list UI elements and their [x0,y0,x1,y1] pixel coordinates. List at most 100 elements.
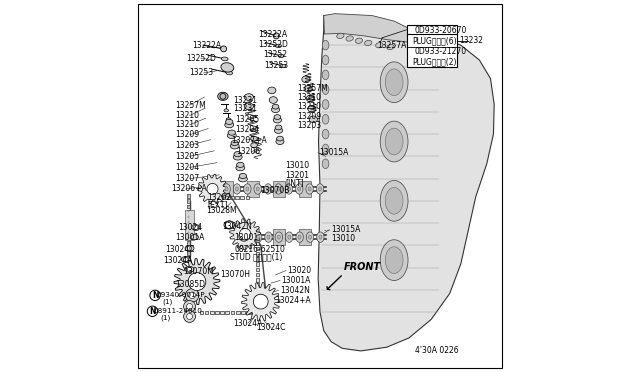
Ellipse shape [322,70,329,80]
Circle shape [184,311,195,323]
Ellipse shape [185,266,194,272]
Ellipse shape [267,235,270,239]
Ellipse shape [228,130,236,135]
Ellipse shape [181,256,190,262]
Text: 0D933-20670: 0D933-20670 [415,26,467,35]
Text: 13020: 13020 [287,266,312,275]
Circle shape [239,231,249,241]
Ellipse shape [244,94,253,100]
Bar [236,311,239,314]
Circle shape [188,267,192,272]
Circle shape [225,221,233,229]
Bar [188,242,189,243]
Ellipse shape [365,40,372,46]
Circle shape [184,257,188,262]
Polygon shape [230,219,260,250]
Text: 13206: 13206 [237,147,260,156]
Text: 13202: 13202 [207,193,231,202]
Ellipse shape [251,143,257,148]
Ellipse shape [288,235,291,239]
Ellipse shape [298,187,301,191]
Ellipse shape [246,187,249,191]
Text: 13209: 13209 [297,112,321,121]
Circle shape [188,273,206,291]
Bar [407,25,457,36]
Text: 13207+A: 13207+A [231,135,267,145]
Ellipse shape [322,159,329,169]
Ellipse shape [285,184,292,194]
Bar [300,229,311,245]
Text: 13210: 13210 [175,111,199,120]
Ellipse shape [230,143,239,149]
Ellipse shape [236,165,244,171]
Text: 13024A: 13024A [163,256,192,264]
Ellipse shape [233,184,241,194]
Ellipse shape [278,54,284,58]
Ellipse shape [273,117,282,123]
Text: 13207: 13207 [175,174,199,183]
Circle shape [189,292,195,299]
Ellipse shape [337,33,344,39]
Bar [255,294,259,297]
Ellipse shape [224,109,228,112]
Ellipse shape [185,245,194,251]
Bar [246,196,249,199]
Bar [187,220,190,224]
Ellipse shape [385,128,403,155]
Ellipse shape [308,106,316,112]
Bar [257,311,260,314]
Ellipse shape [265,232,272,242]
Text: 13085D: 13085D [175,280,205,289]
Ellipse shape [322,85,329,94]
Ellipse shape [316,184,324,194]
Ellipse shape [285,232,293,242]
Ellipse shape [385,247,403,273]
Ellipse shape [254,184,262,194]
Bar [255,273,259,276]
Bar [188,247,189,248]
Text: [INT]: [INT] [285,179,304,187]
Bar [187,231,190,234]
Text: 13024: 13024 [179,223,202,232]
Bar [248,229,259,245]
Bar [240,196,244,199]
Text: 13253: 13253 [189,68,214,77]
Text: 13204: 13204 [175,163,199,172]
Ellipse shape [322,100,329,109]
Bar [187,246,190,250]
Text: 13070M: 13070M [183,267,214,276]
Circle shape [187,314,193,320]
Ellipse shape [298,235,301,239]
Ellipse shape [385,69,403,96]
Text: 13205: 13205 [175,152,199,161]
Circle shape [186,289,199,302]
Bar [187,194,190,198]
Ellipse shape [380,62,408,103]
Ellipse shape [308,187,311,191]
Ellipse shape [307,232,314,242]
Bar [185,210,195,240]
Ellipse shape [380,240,408,280]
Text: PLUGプラグ(2): PLUGプラグ(2) [412,57,456,66]
Text: 13206+A: 13206+A [171,185,207,193]
Text: 13210: 13210 [175,121,199,129]
Bar [187,256,190,260]
Bar [255,252,259,256]
Ellipse shape [307,95,314,102]
Text: 13203: 13203 [297,122,321,131]
Bar [187,215,190,219]
Text: 13070B: 13070B [260,186,290,195]
Text: 13001A: 13001A [175,233,205,243]
Ellipse shape [322,144,329,154]
Ellipse shape [227,133,236,138]
Text: 13015A: 13015A [331,225,360,234]
Ellipse shape [225,119,233,125]
Circle shape [273,33,279,39]
Ellipse shape [256,187,259,191]
Ellipse shape [296,232,303,242]
Text: 13024C: 13024C [165,244,195,253]
Ellipse shape [236,187,239,191]
Bar [255,241,259,245]
Ellipse shape [276,44,282,48]
Text: 08911-24010: 08911-24010 [154,308,203,314]
